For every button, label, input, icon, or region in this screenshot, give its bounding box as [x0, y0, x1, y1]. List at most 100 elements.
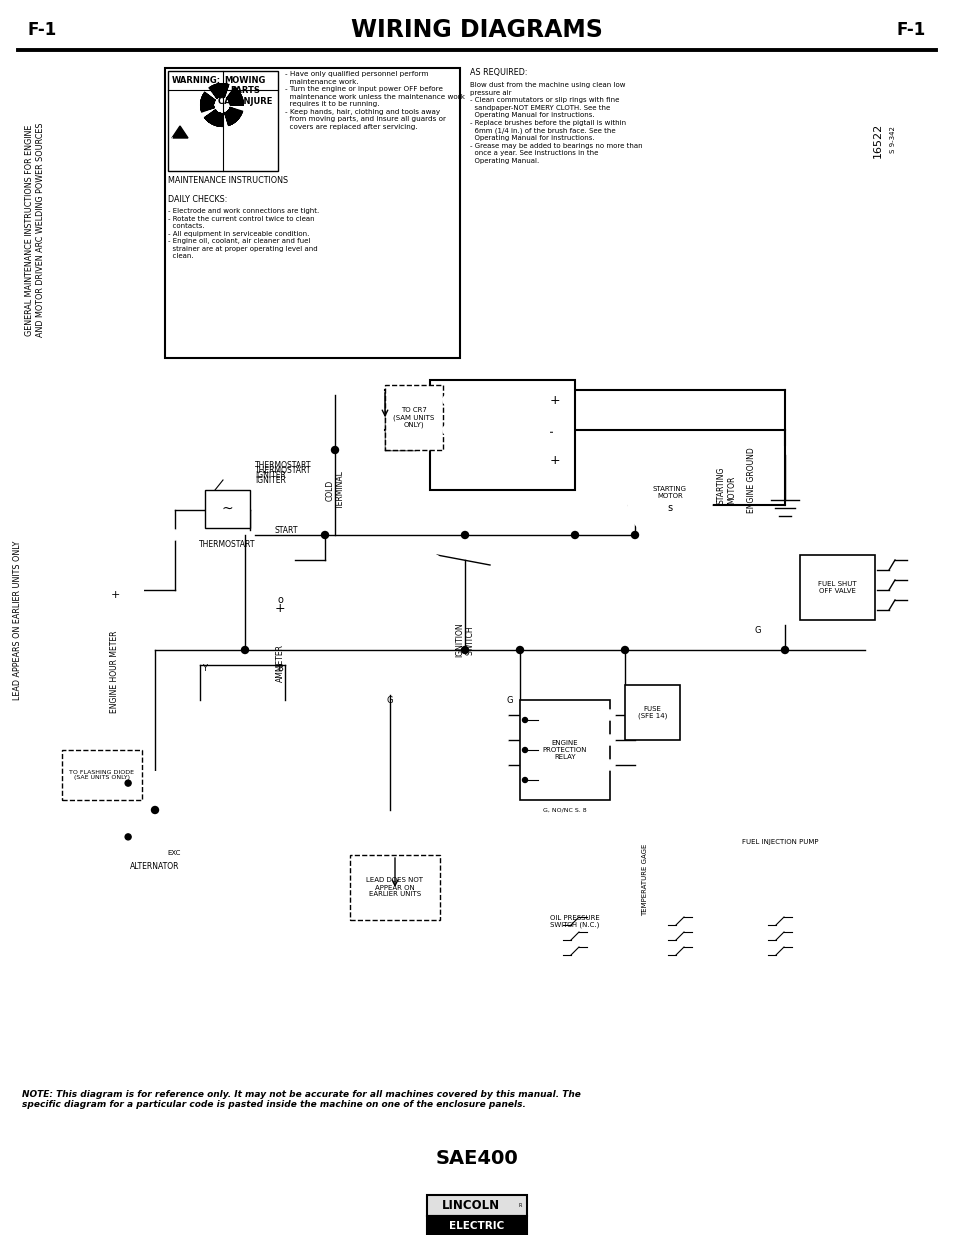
- Circle shape: [430, 555, 439, 564]
- Text: LEAD DOES NOT
APPEAR ON
EARLIER UNITS: LEAD DOES NOT APPEAR ON EARLIER UNITS: [366, 878, 423, 898]
- Text: AMMETER: AMMETER: [275, 643, 284, 682]
- Bar: [350, 855, 439, 920]
- Bar: [430, 380, 575, 490]
- Circle shape: [125, 781, 131, 787]
- Text: TO CR7
(SAM UNITS
ONLY): TO CR7 (SAM UNITS ONLY): [393, 408, 435, 429]
- Text: ': ': [548, 429, 561, 432]
- Circle shape: [501, 737, 507, 743]
- Bar: [427, 1216, 526, 1235]
- Bar: [62, 750, 142, 800]
- Text: F-1: F-1: [896, 21, 925, 40]
- Text: ENGINE
PROTECTION
RELAY: ENGINE PROTECTION RELAY: [542, 740, 587, 760]
- Circle shape: [442, 395, 453, 405]
- Text: NOTE: This diagram is for reference only. It may not be accurate for all machine: NOTE: This diagram is for reference only…: [22, 1091, 580, 1109]
- Circle shape: [631, 531, 638, 538]
- Circle shape: [248, 568, 312, 632]
- Circle shape: [87, 562, 143, 618]
- Circle shape: [125, 834, 131, 840]
- Text: THERMOSTART
IGNITER: THERMOSTART IGNITER: [254, 461, 312, 480]
- Text: Blow dust from the machine using clean low
pressure air
- Clean commutators or s: Blow dust from the machine using clean l…: [470, 82, 642, 163]
- Text: FUSE
(SFE 14): FUSE (SFE 14): [638, 705, 666, 719]
- Circle shape: [321, 531, 328, 538]
- Text: ENGINE GROUND: ENGINE GROUND: [747, 447, 756, 513]
- Text: DAILY CHECKS:: DAILY CHECKS:: [168, 195, 227, 204]
- Circle shape: [501, 713, 507, 718]
- Bar: [385, 385, 442, 450]
- Text: SAE400: SAE400: [436, 1149, 517, 1167]
- Text: TO FLASHING DIODE
(SAE UNITS ONLY): TO FLASHING DIODE (SAE UNITS ONLY): [70, 769, 134, 781]
- Circle shape: [442, 425, 453, 435]
- Circle shape: [604, 735, 615, 745]
- Circle shape: [442, 454, 453, 466]
- Text: R: R: [517, 1203, 521, 1208]
- Text: FUEL SHUT
OFF VALVE: FUEL SHUT OFF VALVE: [818, 580, 856, 594]
- Text: STARTING
MOTOR: STARTING MOTOR: [717, 467, 736, 504]
- Circle shape: [516, 646, 523, 653]
- Circle shape: [546, 847, 602, 903]
- Circle shape: [571, 531, 578, 538]
- Text: FUEL INJECTION PUMP: FUEL INJECTION PUMP: [741, 839, 818, 845]
- Circle shape: [461, 531, 468, 538]
- Circle shape: [241, 646, 248, 653]
- Circle shape: [515, 1200, 524, 1210]
- Text: S 9-342: S 9-342: [889, 126, 895, 153]
- Circle shape: [781, 646, 788, 653]
- Text: +: +: [549, 394, 559, 406]
- Text: ALTERNATOR: ALTERNATOR: [131, 862, 179, 871]
- Circle shape: [170, 530, 180, 540]
- Bar: [205, 490, 250, 529]
- Circle shape: [652, 853, 706, 906]
- Polygon shape: [227, 86, 244, 105]
- Text: WIRING DIAGRAMS: WIRING DIAGRAMS: [351, 19, 602, 42]
- Text: MAINTENANCE INSTRUCTIONS: MAINTENANCE INSTRUCTIONS: [168, 177, 288, 185]
- Bar: [427, 1195, 526, 1216]
- Text: STARTING
MOTOR: STARTING MOTOR: [652, 485, 686, 499]
- Text: s: s: [667, 503, 672, 513]
- Polygon shape: [200, 93, 215, 112]
- Circle shape: [604, 760, 615, 769]
- Text: COLD
TERMINAL: COLD TERMINAL: [325, 471, 344, 510]
- Polygon shape: [224, 107, 243, 126]
- Circle shape: [461, 646, 468, 653]
- Text: 16522: 16522: [872, 122, 882, 158]
- Circle shape: [620, 646, 628, 653]
- Text: OIL PRESSURE
SWITCH (N.C.): OIL PRESSURE SWITCH (N.C.): [550, 915, 599, 929]
- Text: !: !: [171, 137, 173, 143]
- Text: G, NO/NC S. 8: G, NO/NC S. 8: [542, 808, 586, 813]
- Circle shape: [490, 555, 499, 564]
- Circle shape: [152, 806, 158, 814]
- Circle shape: [501, 762, 507, 768]
- Text: F-1: F-1: [28, 21, 57, 40]
- Text: AS REQUIRED:: AS REQUIRED:: [470, 68, 527, 77]
- Text: +: +: [274, 601, 285, 615]
- Text: G: G: [386, 695, 393, 704]
- Text: EXC: EXC: [167, 850, 180, 856]
- Circle shape: [522, 718, 527, 722]
- Circle shape: [604, 710, 615, 720]
- Polygon shape: [204, 110, 222, 127]
- Text: +: +: [111, 590, 119, 600]
- Circle shape: [752, 853, 806, 906]
- Text: LINCOLN: LINCOLN: [441, 1199, 499, 1212]
- Text: MOWING
PARTS
CAN INJURE: MOWING PARTS CAN INJURE: [217, 77, 272, 106]
- Text: ENGINE HOUR METER: ENGINE HOUR METER: [111, 630, 119, 713]
- Text: IGNITION
SWITCH: IGNITION SWITCH: [455, 622, 475, 657]
- Bar: [624, 685, 679, 740]
- Circle shape: [522, 778, 527, 783]
- Text: THERMOSTART: THERMOSTART: [199, 540, 255, 550]
- Bar: [519, 700, 609, 800]
- Text: G: G: [506, 695, 513, 704]
- Text: G: G: [754, 625, 760, 635]
- Bar: [800, 555, 874, 620]
- Text: B: B: [276, 663, 283, 673]
- Circle shape: [627, 458, 711, 542]
- Bar: [168, 70, 277, 170]
- Text: WARNING:: WARNING:: [172, 77, 221, 85]
- Circle shape: [331, 447, 338, 453]
- Text: ELECTRIC: ELECTRIC: [449, 1221, 504, 1231]
- Circle shape: [522, 747, 527, 752]
- Text: - Have only qualified personnel perform
  maintenance work.
- Turn the engine or: - Have only qualified personnel perform …: [285, 70, 464, 130]
- Text: START: START: [274, 526, 298, 535]
- Text: +: +: [549, 453, 559, 467]
- Bar: [165, 68, 459, 358]
